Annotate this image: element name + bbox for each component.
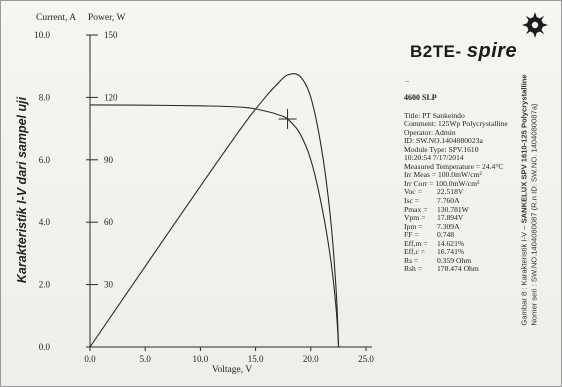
info-pair: Pmax = 130.781W [404,204,544,215]
y-axis-label-power: Power, W [88,13,125,23]
info-key: Rs = [404,255,419,265]
info-line: Module Type: SPV.1610 [404,144,479,154]
info-key: Ipm = [404,221,423,231]
info-key: Voc = [404,187,422,197]
info-line: Irr Meas = 100.0mW/cm² [404,170,482,180]
y-power-tick-label: 150 [104,30,118,40]
info-key: Rsh = [404,264,422,274]
x-axis-label: Voltage, V [212,365,252,375]
x-tick-label: 25.0 [358,354,374,364]
info-pair: Eff,c = 16.741% [404,248,544,257]
y-current-tick-label: 4.0 [39,217,51,227]
x-tick-label: 0.0 [84,354,96,364]
y-power-tick-label: 120 [104,92,118,102]
info-line: Title: PT Sankeindo [404,110,465,120]
chart-axes [89,35,372,348]
info-value: 0.748 [437,230,455,240]
brand-text: B2TE- [410,42,462,61]
x-tick-label: 15.0 [248,354,264,364]
info-key: Vpm = [404,213,426,223]
x-tick-label: 20.0 [303,354,319,364]
info-pair: Vpm = 17.894V [404,214,544,223]
info-key: Eff,m = [404,238,428,248]
info-pair: Isc = 7.760A [404,196,544,206]
y-current-tick-label: 6.0 [39,155,51,165]
info-key: Eff,c = [404,247,426,257]
y-power-tick-label: 30 [104,280,114,290]
info-value: 130.781W [437,204,469,214]
info-value: 7.309A [437,221,460,231]
info-key: Pmax = [404,204,428,214]
info-pair: Rsh = 178.474 Ohm [404,265,544,274]
info-value: 17.894V [437,213,464,223]
info-value: 14.621% [437,238,465,248]
info-pair: FF = 0.748 [404,231,544,240]
info-line: Irr Corr = 100.0mW/cm² [404,178,480,188]
y-current-tick-label: 10.0 [34,30,50,40]
info-value: 178.474 Ohm [437,264,479,274]
info-pairs: Voc = 22.518V Isc = 7.760A Pmax = 130.781W Vpm… [404,188,544,273]
info-lines: Title: PT Sankeindo Comment: 125Wp Polycr… [404,110,544,189]
power-curve [89,73,340,348]
y-current-tick-label: 8.0 [39,92,51,102]
company-logo: B2TE- spire [404,10,554,70]
sun-logo-icon [522,12,548,38]
brand-name: B2TE- spire [410,40,517,63]
brand-script: spire [466,40,518,62]
info-key: Isc = [404,196,420,206]
info-line: Comment: 125Wp Polycrystalline [404,119,508,129]
model-label: 4600 SLP [404,93,437,102]
x-tick-label: 5.0 [140,354,152,364]
info-pair: Rs = 0.359 Ohm [404,255,544,266]
info-pair: Voc = 22.518V [404,188,544,197]
info-value: 7.760A [437,196,460,206]
measurement-info: 4600 SLP Title: PT Sankeindo Comment: 125… [404,93,544,274]
info-line: Measured Temperature = 24.4°C [404,161,504,171]
y-current-tick-label: 0.0 [39,342,51,352]
info-key: FF = [404,230,419,240]
info-line: Operator: Admin [404,127,456,137]
info-line: 10:20:54 7/17/2014 [404,153,464,163]
separator-dash: – [405,76,409,85]
chart-curves [89,73,340,348]
iv-chart: 0.0 5.0 10.0 15.0 20.0 25.0 0.0 2.0 4.0 6.0 8.0 10.… [34,13,374,375]
chart-ticks: 0.0 5.0 10.0 15.0 20.0 25.0 0.0 2.0 4.0 6.0 8.0 10.… [34,30,374,364]
y-power-tick-label: 60 [104,217,114,227]
info-value: 0.359 Ohm [437,255,472,265]
y-power-tick-label: 90 [104,155,114,165]
info-pair: Ipm = 7.309A [404,221,544,232]
info-pair: Eff,m = 14.621% [404,238,544,249]
info-value: 22.518V [437,187,464,197]
y-current-tick-label: 2.0 [39,280,51,290]
info-line: ID: SW.NO.1404080023a [404,136,483,146]
x-tick-label: 10.0 [193,354,209,364]
y-axis-label-current: Current, A [36,13,76,23]
info-value: 16.741% [437,247,465,257]
